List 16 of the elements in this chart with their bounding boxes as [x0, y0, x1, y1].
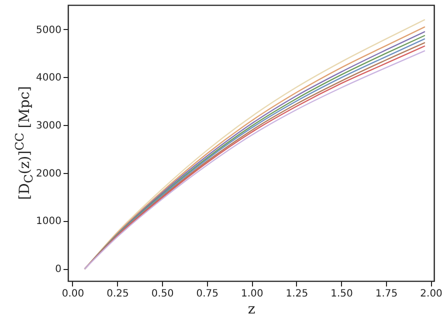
- x-tick-label: 0.75: [196, 288, 218, 300]
- x-tick-label: 1.50: [330, 288, 353, 300]
- y-tick-label: 2000: [36, 168, 62, 180]
- x-tick-label: 0.25: [106, 288, 129, 300]
- y-tick-label: 4000: [36, 72, 62, 84]
- x-tick-label: 1.75: [375, 288, 398, 300]
- x-tick-label: 0.50: [151, 288, 174, 300]
- y-tick-label: 1000: [36, 216, 62, 228]
- y-tick-label: 0: [55, 264, 62, 276]
- x-axis-title: z: [248, 302, 256, 318]
- x-tick-label: 1.00: [240, 288, 264, 300]
- y-tick-label: 5000: [36, 24, 62, 36]
- x-tick-label: 0.00: [62, 288, 84, 300]
- y-tick-label: 3000: [36, 120, 62, 132]
- x-tick-label: 1.25: [286, 288, 308, 300]
- x-tick-label: 2.00: [420, 288, 442, 300]
